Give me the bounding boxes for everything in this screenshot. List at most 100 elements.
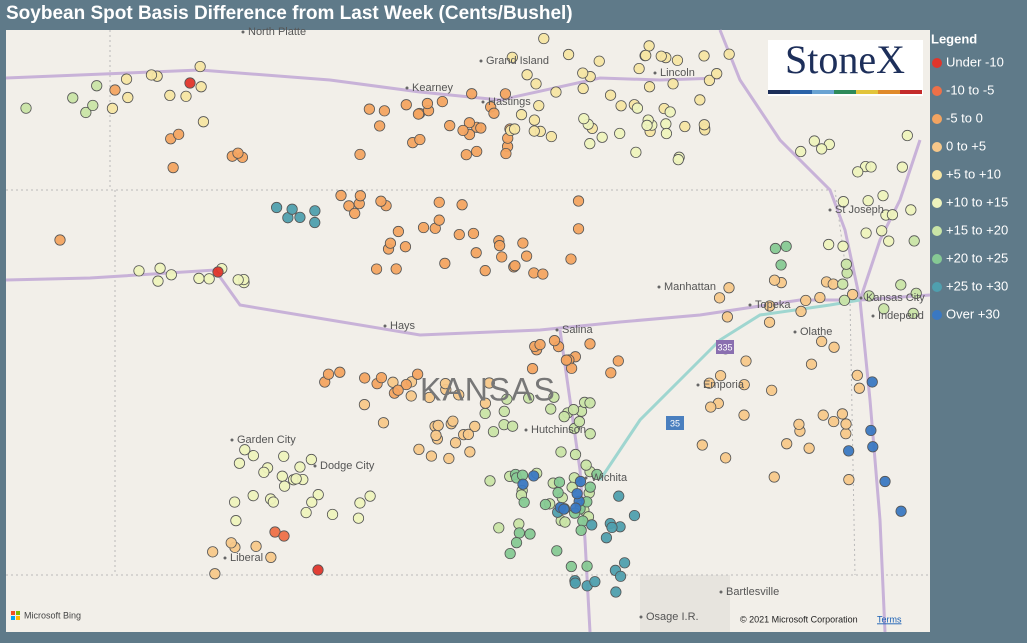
- station-dot: [775, 259, 787, 271]
- station-dot: [387, 376, 399, 388]
- station-dot: [610, 586, 622, 598]
- station-dot: [412, 108, 425, 120]
- station-dot: [354, 190, 366, 202]
- station-dot: [460, 149, 472, 161]
- legend-label: -10 to -5: [946, 82, 994, 97]
- place-dot: [871, 314, 875, 318]
- station-dot: [471, 145, 483, 158]
- station-dot: [763, 316, 776, 328]
- station-dot: [520, 250, 533, 262]
- place-dot: [748, 303, 752, 307]
- station-dot: [538, 32, 550, 45]
- station-dot: [335, 189, 347, 202]
- reservation: [640, 575, 730, 632]
- station-dot: [837, 196, 849, 208]
- station-dot: [436, 95, 448, 108]
- station-dot: [352, 512, 365, 524]
- place-dot: [828, 208, 832, 212]
- station-dot: [838, 294, 851, 306]
- station-dot: [193, 272, 205, 284]
- station-dot: [530, 78, 542, 90]
- logo-box: [768, 40, 923, 96]
- station-dot: [173, 128, 185, 140]
- station-dot: [817, 409, 829, 421]
- station-dot: [571, 488, 583, 500]
- station-dot: [509, 260, 521, 272]
- station-dot: [713, 292, 726, 304]
- station-dot: [606, 521, 618, 534]
- station-dot: [286, 203, 298, 215]
- place-dot: [313, 464, 317, 468]
- place-dot: [859, 296, 863, 300]
- station-dot: [805, 358, 818, 370]
- place-label: Independ: [878, 310, 924, 322]
- station-dot: [510, 537, 523, 549]
- station-dot: [413, 443, 425, 455]
- station-dot: [364, 490, 376, 502]
- station-dot: [305, 453, 317, 466]
- station-dot: [631, 102, 644, 114]
- station-dot: [230, 515, 242, 527]
- station-dot: [769, 242, 782, 255]
- legend-swatch: [932, 114, 942, 124]
- station-dot: [479, 265, 491, 277]
- station-dot: [518, 496, 530, 508]
- station-dot: [334, 366, 346, 378]
- station-dot: [886, 209, 899, 221]
- station-dot: [363, 103, 375, 115]
- place-labels: North Platte Grand Island Kearney Hastings L…: [223, 26, 925, 623]
- station-dot: [862, 195, 874, 207]
- station-dot: [584, 338, 596, 350]
- place-label: Olathe: [800, 326, 832, 338]
- legend: Under -10 -10 to -5 -5 to 0 0 to +5 +5 to +1…: [932, 54, 1008, 321]
- map[interactable]: North Platte Grand Island Kearney Hastings L…: [5, 26, 931, 633]
- station-dot: [558, 411, 570, 423]
- station-dot: [463, 117, 476, 129]
- station-dot: [526, 363, 539, 375]
- station-dot: [698, 119, 710, 131]
- station-dot: [711, 68, 723, 80]
- station-dot: [487, 426, 500, 438]
- place-label: Emporia: [703, 379, 745, 391]
- station-dot: [374, 120, 386, 132]
- station-dot: [247, 450, 259, 462]
- station-dot: [551, 545, 563, 557]
- copyright: © 2021 Microsoft Corporation: [740, 614, 858, 624]
- station-dot: [534, 338, 546, 351]
- station-dot: [630, 146, 642, 158]
- station-dot: [905, 204, 917, 216]
- place-label: Topeka: [755, 299, 791, 311]
- station-dot: [390, 263, 402, 275]
- station-dot: [908, 235, 920, 247]
- station-dot: [840, 428, 852, 440]
- station-dot: [133, 265, 145, 277]
- station-dot: [80, 106, 92, 119]
- station-dot: [793, 418, 805, 430]
- station-dot: [184, 77, 196, 89]
- place-label: Dodge City: [320, 460, 375, 472]
- terms-link[interactable]: Terms: [877, 614, 902, 624]
- station-dot: [643, 81, 656, 93]
- station-dot: [515, 109, 528, 121]
- legend-label: Under -10: [946, 54, 1004, 69]
- legend-label: +5 to +10: [946, 166, 1001, 181]
- station-dot: [479, 397, 492, 409]
- station-dot: [548, 335, 561, 347]
- station-dot: [781, 438, 793, 450]
- station-dot: [548, 391, 560, 403]
- station-dot: [444, 120, 456, 132]
- station-dot: [370, 263, 383, 275]
- station-dot: [766, 384, 778, 396]
- legend-swatch: [932, 142, 942, 152]
- station-dot: [605, 367, 617, 379]
- station-dot: [453, 389, 465, 401]
- place-dot: [241, 30, 245, 34]
- place-dot: [696, 383, 700, 387]
- place-dot: [584, 476, 588, 480]
- station-dot: [867, 441, 879, 453]
- station-dot: [575, 524, 587, 536]
- provider: Microsoft Bing: [24, 610, 81, 620]
- station-dot: [467, 227, 480, 240]
- station-dot: [567, 404, 580, 416]
- station-dot: [528, 114, 541, 126]
